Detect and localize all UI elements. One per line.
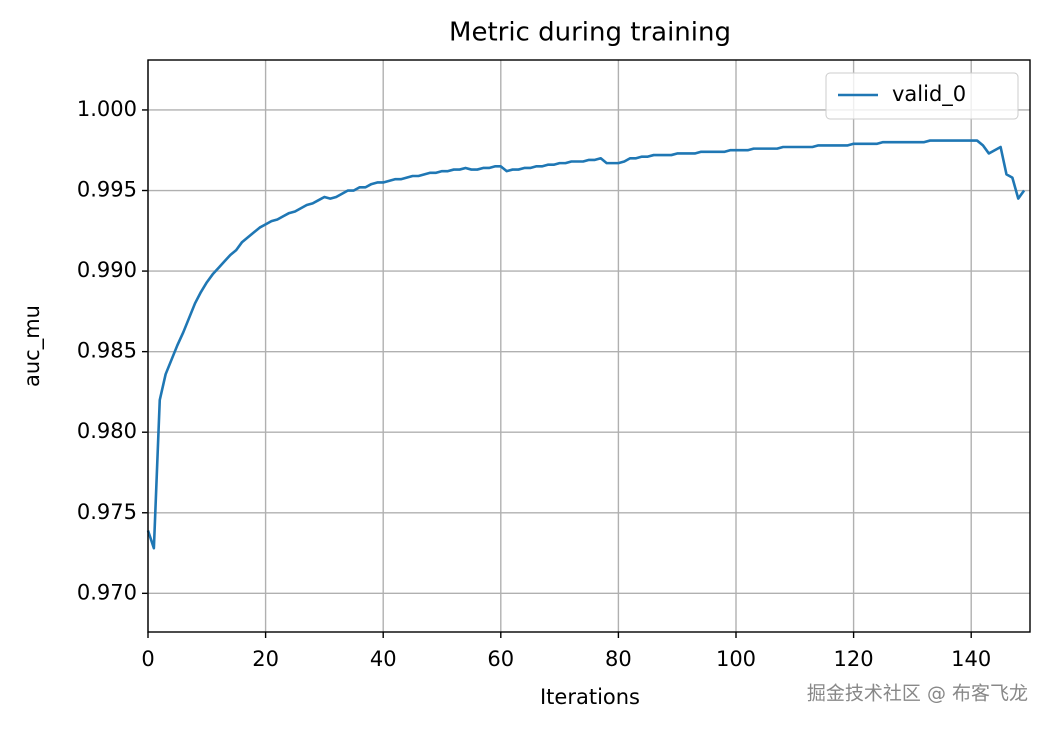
- legend-box: [825, 72, 1019, 120]
- y-tick-label: 1.000: [77, 97, 137, 121]
- y-axis-label: auc_mu: [20, 305, 45, 387]
- y-tick-label: 0.985: [77, 339, 137, 363]
- x-axis-label: Iterations: [540, 685, 640, 709]
- y-tick-label: 0.995: [77, 178, 137, 202]
- legend-label: valid_0: [892, 82, 966, 107]
- x-tick-label: 20: [252, 647, 279, 671]
- watermark: 掘金技术社区 @ 布客飞龙: [807, 683, 1028, 705]
- y-tick-label: 0.980: [77, 419, 137, 443]
- y-tick-label: 0.970: [77, 580, 137, 604]
- x-tick-label: 80: [605, 647, 632, 671]
- x-tick-label: 40: [370, 647, 397, 671]
- chart-title: Metric during training: [449, 18, 731, 48]
- x-tick-label: 120: [834, 647, 874, 671]
- y-tick-label: 0.990: [77, 258, 137, 282]
- x-tick-label: 140: [951, 647, 991, 671]
- x-tick-label: 60: [487, 647, 514, 671]
- x-tick-label: 100: [716, 647, 756, 671]
- y-tick-label: 0.975: [77, 500, 137, 524]
- x-tick-label: 0: [141, 647, 154, 671]
- data-line: [146, 139, 1026, 550]
- plot-frame: [147, 59, 1031, 633]
